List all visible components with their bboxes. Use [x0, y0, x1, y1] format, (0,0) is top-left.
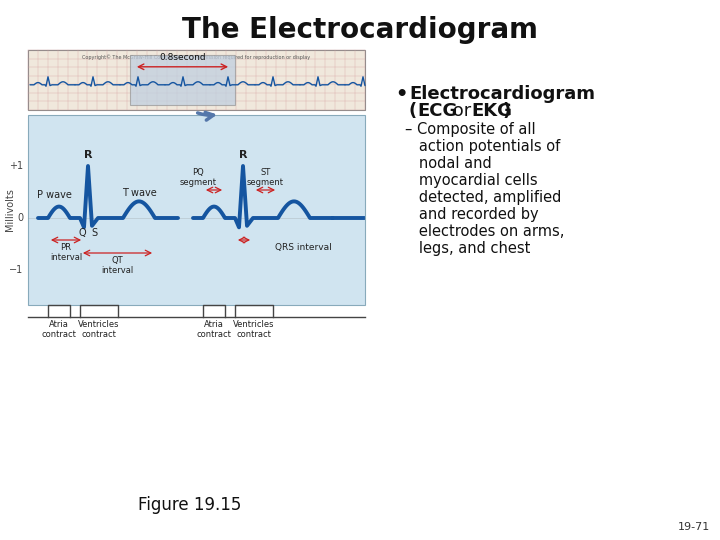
Text: legs, and chest: legs, and chest: [405, 241, 531, 256]
Text: QT
interval: QT interval: [102, 256, 134, 275]
Text: −1: −1: [9, 265, 23, 275]
Text: S: S: [91, 228, 97, 238]
Text: P wave: P wave: [37, 190, 71, 200]
Text: R: R: [239, 150, 247, 160]
Text: Millivolts: Millivolts: [5, 188, 15, 232]
Text: Q: Q: [78, 228, 86, 238]
Text: R: R: [84, 150, 92, 160]
Text: Electrocardiogram: Electrocardiogram: [409, 85, 595, 103]
Text: •: •: [395, 85, 408, 104]
Text: 0.8second: 0.8second: [159, 53, 206, 62]
Text: PQ
segment: PQ segment: [179, 167, 217, 187]
Text: nodal and: nodal and: [405, 156, 492, 171]
Text: 19-71: 19-71: [678, 522, 710, 532]
Text: – Composite of all: – Composite of all: [405, 122, 536, 137]
Text: myocardial cells: myocardial cells: [405, 173, 538, 188]
Text: The Electrocardiogram: The Electrocardiogram: [182, 16, 538, 44]
Text: electrodes on arms,: electrodes on arms,: [405, 224, 564, 239]
Bar: [28, 50, 365, 110]
Text: Atria
contract: Atria contract: [197, 320, 231, 340]
Text: Atria
contract: Atria contract: [42, 320, 76, 340]
Text: ): ): [502, 102, 510, 120]
Text: EKG: EKG: [471, 102, 512, 120]
Text: ECG: ECG: [417, 102, 457, 120]
Text: Ventricles
contract: Ventricles contract: [233, 320, 275, 340]
Text: 0: 0: [17, 213, 23, 223]
Text: and recorded by: and recorded by: [405, 207, 539, 222]
Text: or: or: [447, 102, 477, 120]
Text: +1: +1: [9, 161, 23, 171]
Text: ST
segment: ST segment: [247, 167, 284, 187]
Bar: [28, 115, 365, 305]
Text: Copyright© The McGraw-Hill Companies, Inc. Permission required for reproduction : Copyright© The McGraw-Hill Companies, In…: [82, 54, 310, 59]
Text: Ventricles
contract: Ventricles contract: [78, 320, 120, 340]
Text: (: (: [409, 102, 418, 120]
Text: PR
interval: PR interval: [50, 243, 82, 262]
Text: Figure 19.15: Figure 19.15: [138, 496, 242, 514]
Text: action potentials of: action potentials of: [405, 139, 560, 154]
Text: detected, amplified: detected, amplified: [405, 190, 562, 205]
Text: T wave: T wave: [122, 188, 156, 198]
Bar: [130, 55, 235, 105]
Text: QRS interval: QRS interval: [274, 243, 331, 252]
